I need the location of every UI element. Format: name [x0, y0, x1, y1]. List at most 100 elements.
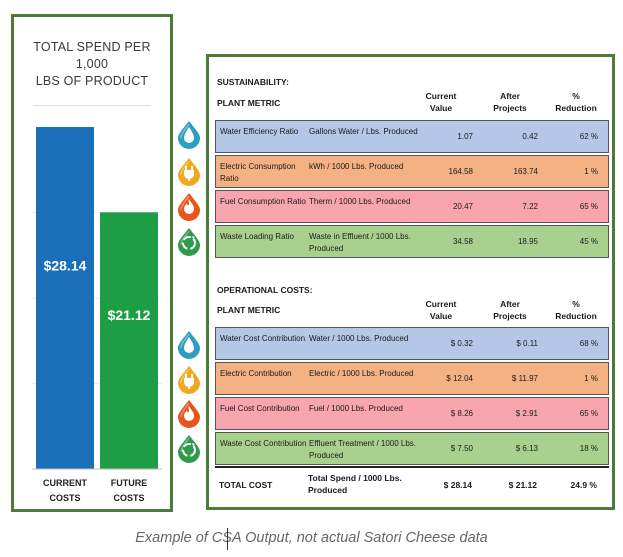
after-value: 18.95	[517, 237, 538, 246]
bar-chart: $28.14 CURRENT COSTS $21.12 FUTURE COSTS	[32, 127, 162, 503]
category-label: FUTURE	[111, 478, 148, 488]
metric-name: Waste Loading Ratio	[220, 232, 294, 241]
metric-unit: Effluent Treatment / 1000 Lbs. Produced	[309, 439, 417, 460]
header-line: Current	[425, 299, 457, 309]
after-value: 0.42	[522, 132, 538, 141]
chart-title-line: TOTAL SPEND PER	[33, 40, 151, 54]
total-cost-row: TOTAL COST Total Spend / 1000 Lbs. Produ…	[215, 466, 609, 504]
table-row-waste: Waste Loading Ratio Waste in Effluent / 1…	[215, 225, 609, 258]
header-line: Projects	[493, 311, 527, 321]
category-label: COSTS	[49, 493, 80, 503]
total-current-value: $ 28.14	[443, 480, 472, 490]
reduction-value: 1 %	[584, 374, 598, 383]
reduction-value: 65 %	[579, 202, 598, 211]
chart-title: TOTAL SPEND PER 1,000 LBS OF PRODUCT	[14, 39, 170, 90]
reduction-value: 62 %	[579, 132, 598, 141]
power-plug-icon	[176, 366, 202, 394]
metric-name: Water Efficiency Ratio	[220, 127, 299, 136]
bar-data-label: $21.12	[108, 307, 151, 323]
after-value: $ 2.91	[515, 409, 538, 418]
metric-name: Electric Contribution	[220, 369, 292, 378]
current-value: $ 8.26	[450, 409, 473, 418]
metric-unit: Electric / 1000 Lbs. Produced	[309, 369, 414, 378]
after-value: $ 6.13	[515, 444, 538, 453]
recycle-icon	[176, 228, 202, 256]
current-value: 1.07	[457, 132, 473, 141]
header-line: After	[500, 91, 520, 101]
header-line: Projects	[493, 103, 527, 113]
metric-unit: kWh / 1000 Lbs. Produced	[309, 162, 404, 171]
metric-unit: Gallons Water / Lbs. Produced	[309, 127, 418, 136]
chart-title-divider	[33, 105, 151, 106]
after-projects-header: After Projects	[480, 298, 540, 322]
plant-metric-header: PLANT METRIC	[217, 98, 281, 108]
total-cost-unit: Total Spend / 1000 Lbs. Produced	[308, 473, 402, 495]
reduction-header: % Reduction	[546, 298, 606, 322]
after-value: $ 11.97	[511, 374, 538, 383]
bar-current-costs	[36, 127, 94, 469]
flame-icon	[176, 400, 202, 428]
current-value: 34.58	[452, 237, 473, 246]
header-line: Current	[425, 91, 457, 101]
metric-name: Fuel Consumption Ratio	[220, 197, 306, 206]
metric-name: Fuel Cost Contribution	[220, 404, 300, 413]
total-reduction-value: 24.9 %	[570, 480, 597, 490]
reduction-header: % Reduction	[546, 90, 606, 114]
total-cost-label: TOTAL COST	[219, 480, 273, 490]
bar-future-costs	[100, 212, 158, 470]
category-label: CURRENT	[43, 478, 88, 488]
table-row-electric: Electric Contribution Electric / 1000 Lbs…	[215, 362, 609, 395]
metric-unit: Water / 1000 Lbs. Produced	[309, 334, 409, 343]
table-row-water: Water Cost Contribution Water / 1000 Lbs.…	[215, 327, 609, 360]
current-value: 20.47	[452, 202, 473, 211]
chart-title-line: 1,000	[75, 57, 109, 71]
operational-section-title: OPERATIONAL COSTS:	[217, 285, 313, 295]
total-after-value: $ 21.12	[508, 480, 537, 490]
water-drop-icon	[176, 331, 202, 359]
plant-metric-header: PLANT METRIC	[217, 305, 281, 315]
current-value: $ 0.32	[450, 339, 473, 348]
table-row-waste: Waste Cost Contribution Effluent Treatmen…	[215, 432, 609, 465]
metrics-table-panel: SUSTAINABILITY: PLANT METRIC Current Val…	[206, 54, 615, 510]
chart-title-line: LBS OF PRODUCT	[35, 74, 149, 88]
water-drop-icon	[176, 121, 202, 149]
table-row-electric: Electric Consumption Ratio kWh / 1000 Lbs…	[215, 155, 609, 188]
category-label: COSTS	[113, 493, 144, 503]
current-value: $ 7.50	[450, 444, 473, 453]
after-value: 7.22	[522, 202, 538, 211]
bar-data-label: $28.14	[44, 258, 87, 274]
reduction-value: 18 %	[579, 444, 598, 453]
header-line: Value	[429, 103, 453, 113]
table-row-fuel: Fuel Consumption Ratio Therm / 1000 Lbs. …	[215, 190, 609, 223]
sustainability-section-title: SUSTAINABILITY:	[217, 77, 289, 87]
current-value: $ 12.04	[446, 374, 473, 383]
reduction-value: 1 %	[584, 167, 598, 176]
after-value: 163.74	[513, 167, 538, 176]
header-line: After	[500, 299, 520, 309]
metric-name: Waste Cost Contribution	[220, 439, 307, 448]
after-projects-header: After Projects	[480, 90, 540, 114]
header-line: Value	[429, 311, 453, 321]
recycle-icon	[176, 435, 202, 463]
metric-unit: Fuel / 1000 Lbs. Produced	[309, 404, 403, 413]
metric-unit: Waste in Effluent / 1000 Lbs. Produced	[309, 232, 411, 253]
text-cursor	[227, 528, 228, 550]
after-value: $ 0.11	[516, 339, 538, 348]
current-value-header: Current Value	[416, 90, 466, 114]
header-line: Reduction	[555, 103, 597, 113]
total-spend-chart-panel: TOTAL SPEND PER 1,000 LBS OF PRODUCT $28…	[11, 14, 173, 512]
power-plug-icon	[176, 158, 202, 186]
reduction-value: 45 %	[579, 237, 598, 246]
metric-name: Electric Consumption Ratio	[220, 162, 296, 183]
table-row-water: Water Efficiency Ratio Gallons Water / Lb…	[215, 120, 609, 153]
table-row-fuel: Fuel Cost Contribution Fuel / 1000 Lbs. P…	[215, 397, 609, 430]
header-line: %	[572, 299, 580, 309]
figure-caption: Example of CSA Output, not actual Satori…	[135, 530, 488, 546]
metric-name: Water Cost Contribution	[220, 334, 306, 343]
header-line: %	[572, 91, 580, 101]
header-line: Reduction	[555, 311, 597, 321]
current-value: 164.58	[448, 167, 473, 176]
current-value-header: Current Value	[416, 298, 466, 322]
reduction-value: 68 %	[579, 339, 598, 348]
reduction-value: 65 %	[579, 409, 598, 418]
